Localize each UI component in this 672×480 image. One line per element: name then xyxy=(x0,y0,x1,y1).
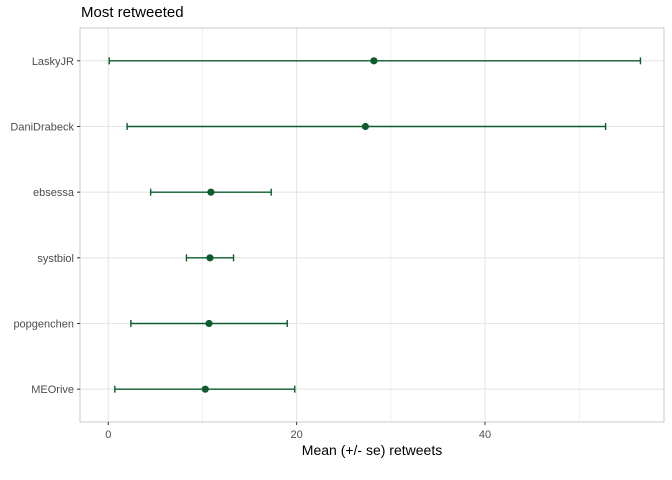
mean-point xyxy=(201,385,209,393)
panel-border xyxy=(79,27,665,423)
mean-point xyxy=(206,254,214,262)
data-layer xyxy=(108,57,642,393)
y-tick-label: MEOrive xyxy=(31,384,74,396)
axis-layer: LaskyJR DaniDrabeck ebsessa systbiol popgenc… xyxy=(10,56,491,441)
x-tick-label: 20 xyxy=(291,429,303,441)
chart-title: Most retweeted xyxy=(81,4,184,21)
y-tick-label: ebsessa xyxy=(33,187,75,199)
y-tick-label: LaskyJR xyxy=(32,56,74,68)
y-tick-label: systbiol xyxy=(37,253,74,265)
mean-point xyxy=(370,57,378,65)
mean-point xyxy=(205,319,213,328)
grid-layer xyxy=(80,28,664,422)
y-tick-label: popgenchen xyxy=(13,319,74,331)
x-tick-label: 0 xyxy=(105,429,111,441)
x-tick-label: 40 xyxy=(479,429,491,441)
mean-point xyxy=(207,188,215,196)
y-tick-label: DaniDrabeck xyxy=(10,122,74,134)
mean-point xyxy=(361,122,370,131)
x-axis-label: Mean (+/- se) retweets xyxy=(302,442,442,458)
